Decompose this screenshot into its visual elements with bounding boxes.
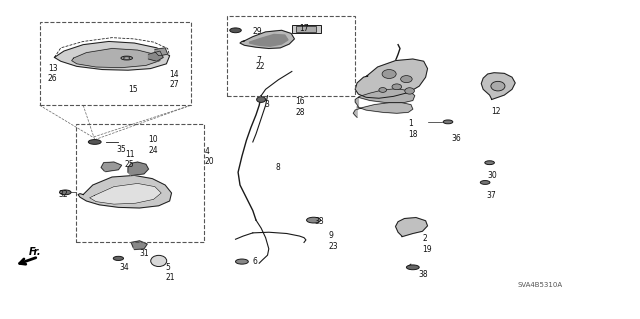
Polygon shape [481,73,515,100]
Polygon shape [155,48,168,56]
Polygon shape [396,218,428,237]
Text: Fr.: Fr. [29,247,42,257]
Text: 8: 8 [275,163,280,172]
Text: 22: 22 [256,63,266,71]
Bar [227,16,355,96]
Text: 12: 12 [492,107,501,116]
Bar [76,124,204,242]
Text: SVA4B5310A: SVA4B5310A [517,282,563,287]
Ellipse shape [236,259,248,264]
Text: 35: 35 [116,145,126,154]
Ellipse shape [491,81,505,91]
Polygon shape [101,162,122,172]
Bar [40,22,191,105]
Text: 1
18: 1 18 [408,120,418,139]
Text: 14
27: 14 27 [170,70,179,89]
Ellipse shape [382,70,396,78]
Ellipse shape [443,120,453,124]
Polygon shape [128,162,148,175]
Ellipse shape [379,87,387,93]
Polygon shape [78,175,172,208]
Polygon shape [355,59,428,98]
Text: 33: 33 [315,217,324,226]
Bar [296,26,316,32]
Polygon shape [54,41,170,70]
Polygon shape [240,30,294,48]
Ellipse shape [151,255,166,267]
Ellipse shape [113,256,124,260]
Ellipse shape [485,161,495,165]
Bar [292,25,321,33]
Text: 36: 36 [452,134,461,143]
Ellipse shape [480,181,490,184]
Text: 34: 34 [119,263,129,272]
Ellipse shape [124,57,130,59]
Text: 10
24: 10 24 [148,136,158,155]
Text: 15: 15 [128,85,138,94]
Text: 31: 31 [140,249,149,258]
Text: 7: 7 [256,56,261,65]
Text: 11
25: 11 25 [125,150,134,169]
Text: 17: 17 [300,24,309,33]
Polygon shape [131,241,147,249]
Polygon shape [353,103,413,117]
Text: 9
23: 9 23 [329,231,339,250]
Ellipse shape [307,217,321,223]
Polygon shape [72,48,160,68]
Polygon shape [90,183,161,204]
Ellipse shape [404,88,415,94]
Text: 3: 3 [264,100,269,109]
Text: 30: 30 [488,171,497,180]
Ellipse shape [392,84,402,90]
Ellipse shape [401,76,412,83]
Text: 29: 29 [253,27,262,36]
Text: 16
28: 16 28 [296,97,305,116]
Text: 2
19: 2 19 [422,234,432,254]
Text: 4
20: 4 20 [205,147,214,166]
Ellipse shape [257,97,266,102]
Ellipse shape [121,56,132,60]
Polygon shape [148,51,163,61]
Ellipse shape [406,265,419,270]
Text: 32: 32 [59,190,68,199]
Text: 5
21: 5 21 [165,263,175,282]
Text: 6: 6 [253,257,258,266]
Text: 13
26: 13 26 [48,64,58,83]
Ellipse shape [60,190,71,195]
Polygon shape [355,89,415,107]
Text: 38: 38 [419,271,428,279]
Polygon shape [250,34,288,46]
Ellipse shape [230,28,241,33]
Ellipse shape [88,139,101,144]
Text: 37: 37 [486,191,496,200]
